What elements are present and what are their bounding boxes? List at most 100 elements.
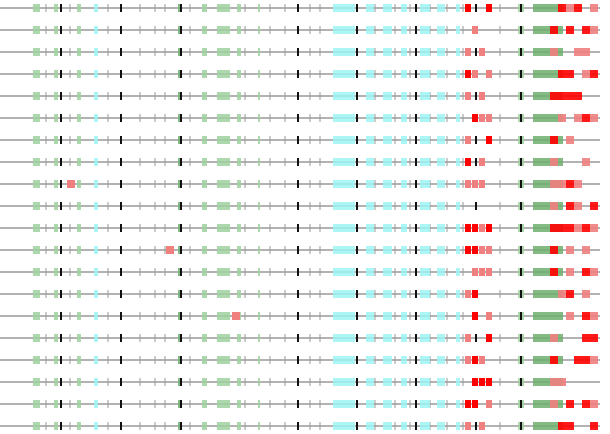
- feature: [217, 400, 230, 408]
- variant: [590, 400, 598, 408]
- feature: [333, 4, 355, 12]
- tick: [120, 400, 122, 408]
- variant: [465, 136, 471, 144]
- feature: [77, 26, 81, 34]
- feature: [401, 246, 407, 254]
- feature: [202, 136, 207, 144]
- variant: [67, 180, 75, 188]
- tick: [415, 246, 417, 254]
- tick: [475, 48, 477, 56]
- tick: [475, 422, 477, 430]
- feature: [333, 180, 355, 188]
- feature: [258, 136, 260, 144]
- tick: [415, 92, 417, 100]
- feature: [533, 92, 563, 100]
- variant: [479, 158, 485, 166]
- feature: [94, 246, 98, 254]
- variant: [465, 334, 471, 342]
- feature: [383, 136, 392, 144]
- feature: [401, 48, 407, 56]
- variant: [582, 400, 590, 408]
- variant: [472, 224, 478, 232]
- feature: [383, 378, 392, 386]
- tick: [520, 400, 522, 408]
- feature: [533, 180, 563, 188]
- feature: [437, 202, 445, 210]
- variant: [479, 246, 485, 254]
- feature: [383, 422, 392, 430]
- variant: [550, 202, 558, 210]
- variant: [465, 92, 471, 100]
- variant: [465, 356, 471, 364]
- variant: [486, 70, 492, 78]
- variant: [486, 334, 492, 342]
- tick: [415, 290, 417, 298]
- tick: [297, 312, 299, 320]
- feature: [202, 92, 207, 100]
- tick: [120, 158, 122, 166]
- tick: [356, 334, 358, 342]
- variant: [590, 334, 598, 342]
- feature: [217, 136, 230, 144]
- variant: [550, 356, 558, 364]
- tick: [120, 334, 122, 342]
- feature: [401, 70, 407, 78]
- feature: [217, 268, 230, 276]
- feature: [258, 224, 260, 232]
- variant: [574, 114, 582, 122]
- feature: [77, 70, 81, 78]
- tick: [520, 26, 522, 34]
- feature: [456, 334, 460, 342]
- feature: [33, 400, 40, 408]
- feature: [383, 356, 392, 364]
- feature: [54, 356, 58, 364]
- feature: [456, 158, 460, 166]
- feature: [383, 224, 392, 232]
- feature: [94, 268, 98, 276]
- tick: [60, 48, 62, 56]
- variant: [574, 4, 582, 12]
- feature: [333, 378, 355, 386]
- feature: [333, 92, 355, 100]
- feature: [456, 290, 460, 298]
- feature: [401, 4, 407, 12]
- tick: [415, 400, 417, 408]
- tick: [180, 4, 182, 12]
- tick: [60, 114, 62, 122]
- feature: [437, 26, 445, 34]
- tick: [60, 224, 62, 232]
- tick: [415, 70, 417, 78]
- tick: [60, 26, 62, 34]
- tick: [415, 224, 417, 232]
- tick: [520, 114, 522, 122]
- feature: [383, 246, 392, 254]
- feature: [77, 422, 81, 430]
- feature: [366, 136, 374, 144]
- variant: [590, 26, 598, 34]
- feature: [217, 356, 230, 364]
- variant: [590, 4, 598, 12]
- feature: [420, 312, 430, 320]
- tick: [297, 268, 299, 276]
- tick: [356, 400, 358, 408]
- feature: [202, 224, 207, 232]
- tick: [415, 356, 417, 364]
- feature: [401, 224, 407, 232]
- feature: [437, 158, 445, 166]
- feature: [77, 224, 81, 232]
- feature: [54, 92, 58, 100]
- feature: [383, 180, 392, 188]
- tick: [120, 114, 122, 122]
- tick: [297, 114, 299, 122]
- tick: [356, 224, 358, 232]
- feature: [456, 136, 460, 144]
- tick: [520, 334, 522, 342]
- feature: [533, 334, 563, 342]
- variant: [472, 378, 478, 386]
- feature: [437, 92, 445, 100]
- feature: [401, 180, 407, 188]
- variant: [582, 290, 590, 298]
- feature: [54, 246, 58, 254]
- feature: [456, 4, 460, 12]
- tick: [356, 356, 358, 364]
